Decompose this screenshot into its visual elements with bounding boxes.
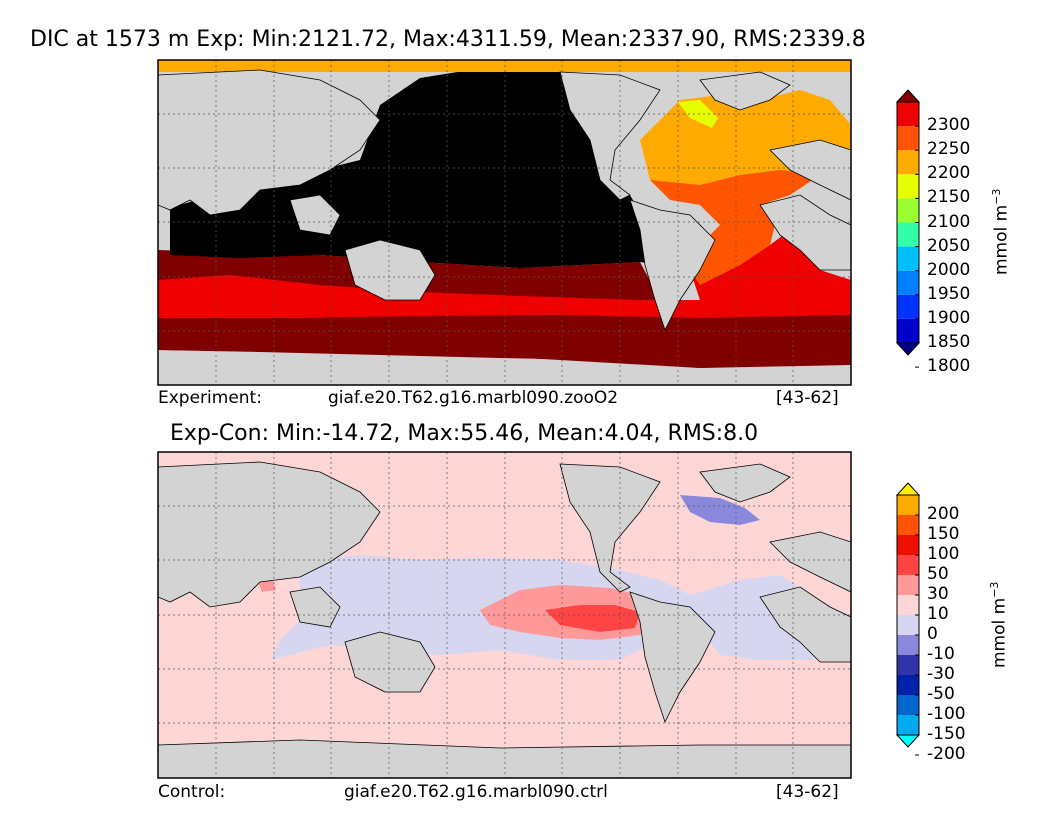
top-colorbar-segment xyxy=(897,198,919,223)
top-southern-ocean-band-inner xyxy=(158,315,851,368)
top-colorbar-tick-label: 1800 xyxy=(927,356,971,377)
top-colorbar-segment xyxy=(897,246,919,271)
top-colorbar-tick-label: 1850 xyxy=(927,332,971,352)
top-colorbar-tick-label: 2050 xyxy=(927,235,971,256)
bottom-colorbar-segment xyxy=(897,555,919,575)
bottom-colorbar-tick-label: 50 xyxy=(927,564,949,584)
bottom-colorbar-extend-max xyxy=(895,482,921,496)
bottom-colorbar-segment xyxy=(897,495,919,515)
top-map-frame xyxy=(157,59,852,386)
top-gridlines xyxy=(158,60,851,385)
bottom-colorbar-tick-label: 150 xyxy=(927,524,960,544)
bottom-east-pacific-core xyxy=(545,605,640,632)
top-colorbar-extend-min xyxy=(895,342,921,356)
top-colorbar-segment xyxy=(897,294,919,319)
top-colorbar-tick-label: 2250 xyxy=(927,139,971,160)
top-footer-label: Experiment: xyxy=(158,388,262,408)
bottom-colorbar-segment xyxy=(897,635,919,655)
bottom-colorbar-segment xyxy=(897,595,919,615)
top-colorbar-unit-exp: −3 xyxy=(990,188,1003,205)
top-colorbar-segment xyxy=(897,126,919,151)
top-colorbar-tick-label: 2100 xyxy=(927,211,971,232)
top-atlantic-orange-red xyxy=(650,170,820,285)
top-colorbar-segment xyxy=(897,318,919,343)
bottom-colorbar-tick-label: -150 xyxy=(927,724,966,744)
top-colorbar-unit: mmol m xyxy=(991,204,1012,275)
bottom-colorbar-tick-label: 0 xyxy=(927,624,938,644)
top-footer-case: giaf.e20.T62.g16.marbl090.zooO2 xyxy=(328,388,619,408)
bottom-colorbar xyxy=(895,482,921,756)
top-colorbar-segment xyxy=(897,174,919,199)
bottom-colorbar-segment xyxy=(897,515,919,535)
bottom-colorbar-segment xyxy=(897,575,919,595)
top-colorbar-tick-label: 2300 xyxy=(927,115,971,136)
bottom-colorbar-segment xyxy=(897,695,919,715)
bottom-north-atlantic-negative xyxy=(680,495,760,525)
top-colorbar-segment xyxy=(897,150,919,175)
top-landmasses xyxy=(158,69,851,332)
top-colorbar-tick-label: 1900 xyxy=(927,307,971,328)
top-colorbar-tick-label: 1950 xyxy=(927,283,971,304)
top-colorbar-label: mmol m−3 xyxy=(990,189,1012,275)
bottom-colorbar-tick-label: -50 xyxy=(927,684,955,704)
bottom-colorbar-tick-label: 30 xyxy=(927,584,949,604)
bottom-map xyxy=(158,452,851,778)
bottom-colorbar-segment xyxy=(897,535,919,555)
bottom-colorbar-tick-label: -10 xyxy=(927,644,955,664)
bottom-colorbar-extend-min xyxy=(895,734,921,748)
top-colorbar-tick-label: 2200 xyxy=(927,163,971,184)
bottom-colorbar-unit: mmol m xyxy=(989,597,1010,668)
bottom-colorbar-unit-exp: −3 xyxy=(988,581,1001,598)
bottom-colorbar-tick-label: 100 xyxy=(927,544,960,564)
top-arctic-strip xyxy=(158,60,851,72)
bottom-footer-label: Control: xyxy=(158,782,226,802)
top-colorbar-segment xyxy=(897,270,919,295)
top-map xyxy=(158,60,851,385)
bottom-colorbar-tick-label: -100 xyxy=(927,704,966,724)
bottom-colorbar-tick-label: 10 xyxy=(927,604,949,624)
bottom-colorbar-segment xyxy=(897,655,919,675)
bottom-footer-case: giaf.e20.T62.g16.marbl090.ctrl xyxy=(344,782,608,802)
bottom-colorbar-tick-label: -30 xyxy=(927,664,955,684)
top-colorbar-tick-label: 2150 xyxy=(927,187,971,208)
top-colorbar xyxy=(895,89,921,368)
bottom-colorbar-segment xyxy=(897,615,919,635)
top-colorbar-segment xyxy=(897,102,919,127)
top-chart-title: DIC at 1573 m Exp: Min:2121.72, Max:4311… xyxy=(30,27,866,52)
top-pacific-indian-region xyxy=(170,70,660,268)
bottom-colorbar-tick-label: 200 xyxy=(927,504,960,524)
bottom-footer-years: [43-62] xyxy=(776,782,839,802)
bottom-colorbar-label: mmol m−3 xyxy=(988,582,1010,668)
bottom-colorbar-segment xyxy=(897,675,919,695)
top-colorbar-extend-max xyxy=(895,89,921,103)
top-colorbar-segment xyxy=(897,222,919,247)
bottom-colorbar-segment xyxy=(897,715,919,735)
top-footer-years: [43-62] xyxy=(776,388,839,408)
bottom-chart-title: Exp-Con: Min:-14.72, Max:55.46, Mean:4.0… xyxy=(170,421,759,446)
bottom-gridlines xyxy=(158,452,851,778)
bottom-map-frame xyxy=(157,451,852,779)
bottom-colorbar-tick-label: -200 xyxy=(927,744,966,764)
top-southern-ocean-band-red xyxy=(158,275,851,318)
top-colorbar-tick-label: 2000 xyxy=(927,259,971,280)
